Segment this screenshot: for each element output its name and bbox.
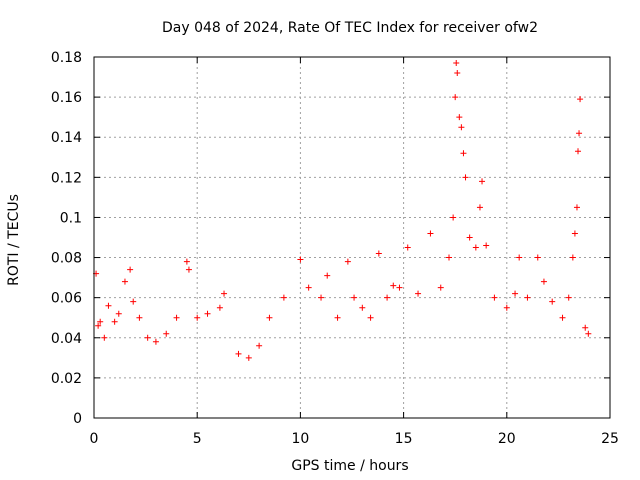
data-point bbox=[351, 294, 358, 301]
data-point bbox=[476, 204, 483, 211]
y-tick-label: 0.1 bbox=[60, 210, 82, 226]
data-point bbox=[516, 254, 523, 261]
data-point bbox=[452, 94, 459, 101]
data-point bbox=[245, 354, 252, 361]
data-point bbox=[216, 304, 223, 311]
tick-labels: 0 5 10 15 20 25 0 0.02 0.04 0.06 0.08 0.1 0.12 0.14 0.… bbox=[51, 50, 619, 447]
data-point bbox=[256, 342, 263, 349]
x-tick-label: 25 bbox=[601, 431, 619, 447]
y-tick-label: 0.06 bbox=[51, 291, 82, 307]
data-point bbox=[571, 230, 578, 237]
data-point bbox=[456, 114, 463, 121]
data-point bbox=[115, 310, 122, 317]
data-point bbox=[427, 230, 434, 237]
data-point bbox=[384, 294, 391, 301]
data-point bbox=[221, 290, 228, 297]
x-tick-label: 0 bbox=[90, 431, 99, 447]
data-point bbox=[534, 254, 541, 261]
y-tick-label: 0.08 bbox=[51, 251, 82, 267]
data-point bbox=[565, 294, 572, 301]
data-point bbox=[144, 334, 151, 341]
y-tick-label: 0.12 bbox=[51, 170, 82, 186]
data-point bbox=[173, 314, 180, 321]
data-point bbox=[503, 304, 510, 311]
data-point bbox=[163, 330, 170, 337]
data-point bbox=[454, 70, 461, 77]
data-point bbox=[152, 338, 159, 345]
data-point bbox=[575, 148, 582, 155]
data-point bbox=[415, 290, 422, 297]
data-point bbox=[305, 284, 312, 291]
data-point bbox=[367, 314, 374, 321]
data-point bbox=[460, 150, 467, 157]
data-point bbox=[334, 314, 341, 321]
chart-title: Day 048 of 2024, Rate Of TEC Index for r… bbox=[162, 20, 538, 36]
data-point bbox=[185, 266, 192, 273]
data-point bbox=[559, 314, 566, 321]
data-point bbox=[462, 174, 469, 181]
data-point bbox=[524, 294, 531, 301]
data-point bbox=[130, 298, 137, 305]
x-tick-label: 15 bbox=[395, 431, 413, 447]
data-point bbox=[297, 256, 304, 263]
grid-lines bbox=[94, 57, 610, 418]
data-point bbox=[396, 284, 403, 291]
plot-frame bbox=[93, 56, 611, 419]
data-point bbox=[280, 294, 287, 301]
data-point bbox=[127, 266, 134, 273]
data-point bbox=[136, 314, 143, 321]
data-point bbox=[582, 324, 589, 331]
x-axis-label: GPS time / hours bbox=[291, 458, 408, 474]
data-point bbox=[318, 294, 325, 301]
data-point bbox=[437, 284, 444, 291]
data-point bbox=[359, 304, 366, 311]
data-point bbox=[121, 278, 128, 285]
data-point bbox=[458, 124, 465, 131]
data-point bbox=[97, 318, 104, 325]
y-tick-label: 0.18 bbox=[51, 50, 82, 66]
data-point bbox=[390, 282, 397, 289]
data-point bbox=[479, 178, 486, 185]
data-point bbox=[344, 258, 351, 265]
data-point bbox=[204, 310, 211, 317]
data-point bbox=[375, 250, 382, 257]
data-point bbox=[576, 130, 583, 137]
x-tick-label: 10 bbox=[291, 431, 309, 447]
data-point bbox=[466, 234, 473, 241]
y-tick-label: 0.14 bbox=[51, 130, 82, 146]
data-point bbox=[105, 302, 112, 309]
data-point bbox=[453, 60, 460, 67]
data-point bbox=[577, 96, 584, 103]
data-point bbox=[324, 272, 331, 279]
data-point bbox=[183, 258, 190, 265]
data-points bbox=[93, 60, 592, 361]
data-point bbox=[549, 298, 556, 305]
y-tick-label: 0 bbox=[73, 411, 82, 427]
data-point bbox=[540, 278, 547, 285]
data-point bbox=[446, 254, 453, 261]
data-point bbox=[235, 350, 242, 357]
data-point bbox=[266, 314, 273, 321]
data-point bbox=[194, 314, 201, 321]
data-point bbox=[569, 254, 576, 261]
x-tick-label: 5 bbox=[193, 431, 202, 447]
y-axis-label: ROTI / TECUs bbox=[6, 194, 22, 286]
data-point bbox=[483, 242, 490, 249]
data-point bbox=[101, 334, 108, 341]
data-point bbox=[573, 204, 580, 211]
data-point bbox=[585, 330, 592, 337]
data-point bbox=[512, 290, 519, 297]
y-tick-label: 0.04 bbox=[51, 331, 82, 347]
y-tick-label: 0.16 bbox=[51, 90, 82, 106]
x-tick-label: 20 bbox=[498, 431, 516, 447]
data-point bbox=[404, 244, 411, 251]
data-point bbox=[450, 214, 457, 221]
data-point bbox=[491, 294, 498, 301]
data-point bbox=[472, 244, 479, 251]
data-point bbox=[111, 318, 118, 325]
y-tick-label: 0.02 bbox=[51, 371, 82, 387]
data-point bbox=[95, 322, 102, 329]
